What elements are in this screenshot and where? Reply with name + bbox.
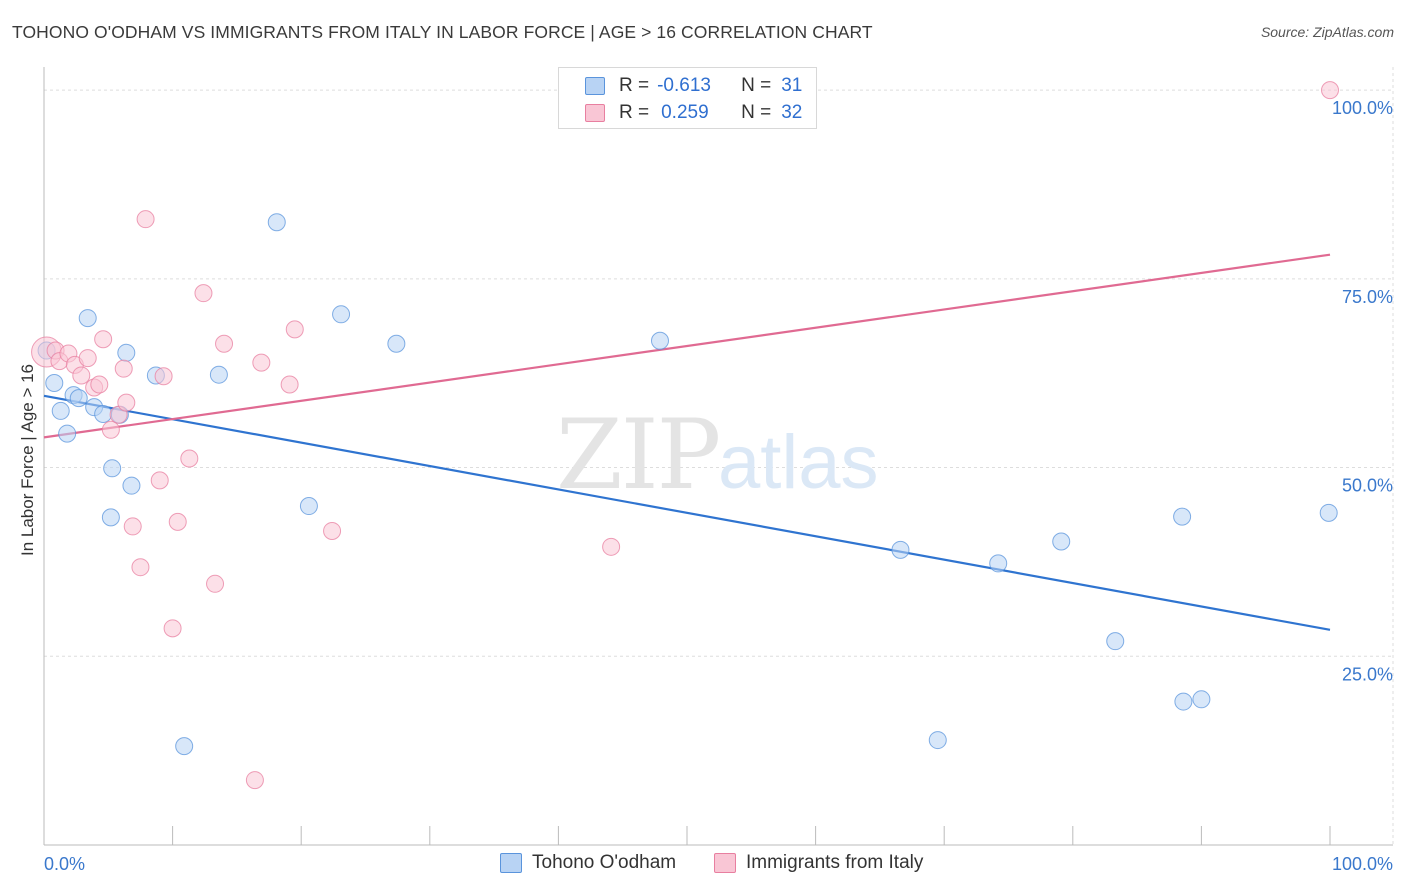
point-italy [1321, 81, 1339, 100]
legend-n-value: 32 [781, 102, 803, 123]
y-tick-label: 100.0% [1332, 98, 1393, 118]
point-tohono [94, 404, 113, 423]
point-italy [180, 449, 199, 468]
point-tohono [209, 365, 228, 384]
point-tohono [122, 476, 141, 495]
legend-r-value: -0.613 [657, 75, 711, 96]
legend-r-value: 0.259 [661, 102, 709, 123]
point-italy [602, 537, 621, 556]
watermark: ZIP atlas [556, 399, 879, 511]
point-tohono [1319, 503, 1338, 522]
legend-row-tohono: R = -0.613 N = 31 [585, 74, 802, 98]
point-tohono [267, 213, 286, 232]
series-legend-tohono: Tohono O'odham [500, 852, 676, 874]
point-italy [90, 375, 109, 394]
point-italy [136, 210, 155, 229]
point-tohono [650, 331, 669, 350]
point-italy [150, 471, 169, 490]
y-tick-label: 25.0% [1342, 664, 1393, 684]
legend-n-value: 31 [781, 75, 803, 96]
point-italy [114, 359, 133, 378]
point-tohono [103, 459, 122, 478]
point-tohono [1174, 692, 1193, 711]
point-tohono [51, 401, 70, 420]
legend-n-label: N = [741, 102, 772, 123]
point-italy [131, 558, 150, 577]
point-tohono [175, 737, 194, 756]
point-italy [94, 330, 113, 349]
legend-r-label: R = [619, 75, 650, 96]
point-italy [72, 366, 91, 385]
x-tick-label-max: 100.0% [1332, 854, 1393, 874]
point-tohono [1192, 690, 1211, 709]
point-italy [194, 284, 213, 303]
source-label: Source: ZipAtlas.com [1260, 24, 1394, 40]
labels-layer: 25.0% 50.0% 75.0% 100.0% 0.0% 100.0% In Labor … [18, 98, 1393, 874]
point-italy [323, 521, 342, 540]
point-tohono [989, 554, 1008, 573]
trend-layer [43, 253, 1331, 631]
point-tohono [58, 424, 77, 443]
point-italy [285, 320, 304, 339]
series-swatch-blue [500, 853, 522, 873]
legend-swatch-pink [585, 104, 605, 122]
point-italy [215, 334, 234, 353]
point-tohono [69, 389, 88, 408]
series-swatch-pink [714, 853, 736, 873]
point-italy [101, 420, 120, 439]
axes-layer [43, 67, 1393, 846]
trend-line-italy [43, 253, 1331, 439]
series-legend-label: Immigrants from Italy [746, 852, 924, 873]
correlation-legend: R = -0.613 N = 31 R = 0.259 N = 32 [558, 67, 817, 129]
points-layer [31, 81, 1339, 790]
point-tohono [1052, 532, 1071, 551]
legend-n-label: N = [741, 75, 772, 96]
point-tohono [1106, 632, 1125, 651]
grid-layer [44, 67, 1394, 845]
trend-line-tohono [43, 394, 1331, 631]
point-italy [206, 574, 225, 593]
y-tick-label: 75.0% [1342, 287, 1393, 307]
point-italy [163, 619, 182, 638]
point-italy [245, 771, 264, 790]
point-tohono [45, 374, 64, 392]
point-tohono [387, 334, 406, 353]
point-tohono [101, 508, 120, 527]
point-tohono [299, 497, 318, 516]
point-tohono [891, 540, 910, 559]
point-italy [123, 517, 142, 536]
legend-swatch-blue [585, 77, 605, 95]
point-italy [252, 353, 271, 372]
series-legend: Tohono O'odham Immigrants from Italy [0, 850, 1406, 878]
legend-r-label: R = [619, 102, 650, 123]
chart-title: TOHONO O'ODHAM VS IMMIGRANTS FROM ITALY … [12, 22, 873, 42]
point-tohono [928, 731, 947, 750]
watermark-atlas: atlas [718, 420, 879, 505]
point-tohono [78, 309, 97, 328]
watermark-zip: ZIP [556, 399, 719, 511]
point-tohono [117, 343, 136, 362]
series-legend-italy: Immigrants from Italy [714, 852, 923, 874]
y-tick-label: 50.0% [1342, 476, 1393, 496]
point-italy [117, 393, 136, 412]
point-italy [78, 349, 97, 368]
series-legend-label: Tohono O'odham [532, 852, 677, 873]
point-italy [168, 512, 187, 531]
point-italy [154, 367, 173, 386]
point-italy [280, 375, 299, 394]
point-tohono [1173, 507, 1192, 526]
legend-row-italy: R = 0.259 N = 32 [585, 101, 802, 125]
point-tohono [332, 305, 351, 324]
y-axis-title: In Labor Force | Age > 16 [18, 364, 37, 556]
x-tick-label-min: 0.0% [44, 854, 85, 874]
